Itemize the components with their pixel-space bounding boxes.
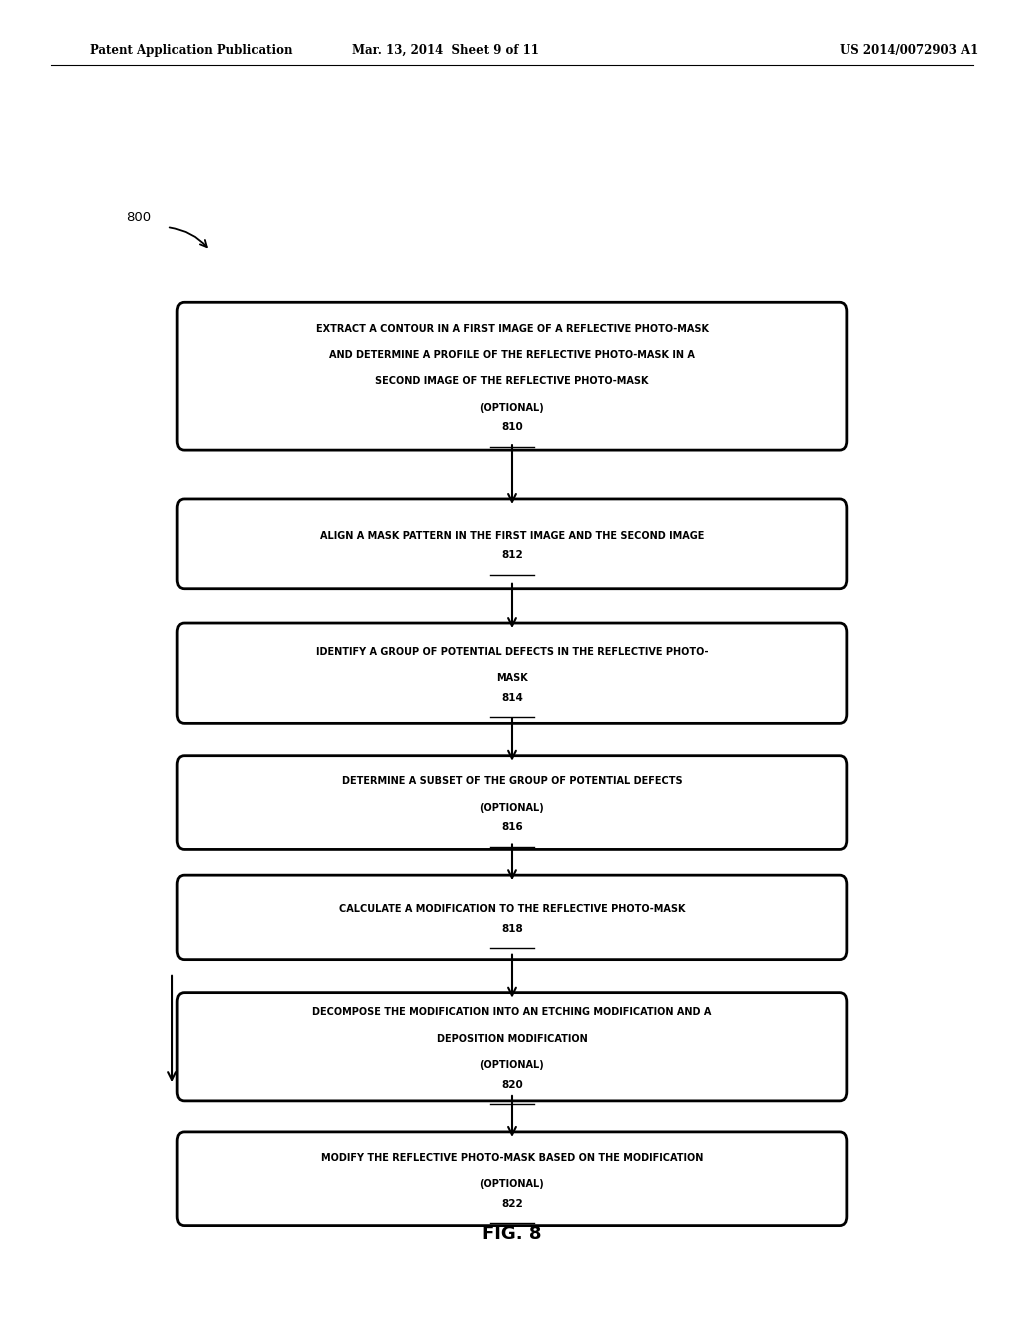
Text: US 2014/0072903 A1: US 2014/0072903 A1 bbox=[840, 44, 978, 57]
Text: (OPTIONAL): (OPTIONAL) bbox=[479, 1179, 545, 1189]
Text: 800: 800 bbox=[126, 211, 152, 224]
Text: ALIGN A MASK PATTERN IN THE FIRST IMAGE AND THE SECOND IMAGE: ALIGN A MASK PATTERN IN THE FIRST IMAGE … bbox=[319, 531, 705, 541]
Text: DETERMINE A SUBSET OF THE GROUP OF POTENTIAL DEFECTS: DETERMINE A SUBSET OF THE GROUP OF POTEN… bbox=[342, 776, 682, 787]
Text: (OPTIONAL): (OPTIONAL) bbox=[479, 1060, 545, 1071]
Text: DEPOSITION MODIFICATION: DEPOSITION MODIFICATION bbox=[436, 1034, 588, 1044]
Text: MODIFY THE REFLECTIVE PHOTO-MASK BASED ON THE MODIFICATION: MODIFY THE REFLECTIVE PHOTO-MASK BASED O… bbox=[321, 1152, 703, 1163]
Text: 814: 814 bbox=[501, 693, 523, 704]
FancyBboxPatch shape bbox=[177, 755, 847, 850]
Text: DECOMPOSE THE MODIFICATION INTO AN ETCHING MODIFICATION AND A: DECOMPOSE THE MODIFICATION INTO AN ETCHI… bbox=[312, 1007, 712, 1018]
Text: 822: 822 bbox=[501, 1199, 523, 1209]
Text: IDENTIFY A GROUP OF POTENTIAL DEFECTS IN THE REFLECTIVE PHOTO-: IDENTIFY A GROUP OF POTENTIAL DEFECTS IN… bbox=[315, 647, 709, 657]
Text: (OPTIONAL): (OPTIONAL) bbox=[479, 403, 545, 413]
Text: Mar. 13, 2014  Sheet 9 of 11: Mar. 13, 2014 Sheet 9 of 11 bbox=[352, 44, 539, 57]
Text: 816: 816 bbox=[501, 822, 523, 833]
FancyBboxPatch shape bbox=[177, 875, 847, 960]
FancyBboxPatch shape bbox=[177, 302, 847, 450]
Text: 820: 820 bbox=[501, 1080, 523, 1090]
Text: AND DETERMINE A PROFILE OF THE REFLECTIVE PHOTO-MASK IN A: AND DETERMINE A PROFILE OF THE REFLECTIV… bbox=[329, 350, 695, 360]
FancyBboxPatch shape bbox=[177, 499, 847, 589]
Text: (OPTIONAL): (OPTIONAL) bbox=[479, 803, 545, 813]
Text: 818: 818 bbox=[501, 924, 523, 935]
FancyBboxPatch shape bbox=[177, 1133, 847, 1225]
Text: EXTRACT A CONTOUR IN A FIRST IMAGE OF A REFLECTIVE PHOTO-MASK: EXTRACT A CONTOUR IN A FIRST IMAGE OF A … bbox=[315, 323, 709, 334]
Text: Patent Application Publication: Patent Application Publication bbox=[90, 44, 293, 57]
Text: FIG. 8: FIG. 8 bbox=[482, 1225, 542, 1243]
Text: 812: 812 bbox=[501, 550, 523, 561]
Text: 810: 810 bbox=[501, 422, 523, 433]
FancyBboxPatch shape bbox=[177, 623, 847, 723]
Text: SECOND IMAGE OF THE REFLECTIVE PHOTO-MASK: SECOND IMAGE OF THE REFLECTIVE PHOTO-MAS… bbox=[375, 376, 649, 387]
Text: CALCULATE A MODIFICATION TO THE REFLECTIVE PHOTO-MASK: CALCULATE A MODIFICATION TO THE REFLECTI… bbox=[339, 904, 685, 915]
Text: MASK: MASK bbox=[496, 673, 528, 684]
FancyBboxPatch shape bbox=[177, 993, 847, 1101]
